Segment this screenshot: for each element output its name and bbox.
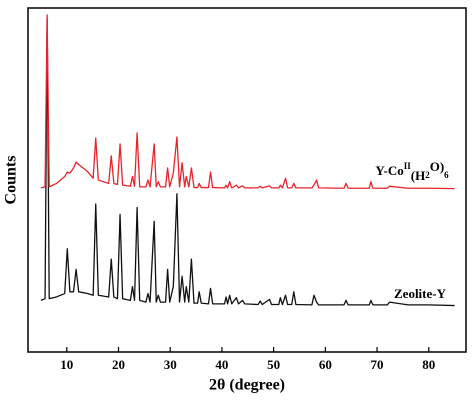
series-label-part: O) [430, 159, 444, 174]
x-tick-label: 40 [215, 357, 228, 372]
plot-frame [27, 7, 467, 353]
series-label-part: II [404, 161, 412, 171]
x-tick-label: 80 [422, 357, 435, 372]
x-tick-label: 20 [112, 357, 125, 372]
x-tick-label: 50 [267, 357, 280, 372]
series-label: Zeolite-Y [394, 286, 447, 301]
series-line [40, 17, 455, 307]
x-tick-label: 30 [164, 357, 177, 372]
series-label: Y-CoII(H2O)6 [375, 159, 449, 183]
series-label-part: 6 [444, 170, 449, 180]
series-label-part: Y-Co [375, 163, 403, 178]
y-axis-title: Counts [3, 156, 20, 205]
series-line [40, 14, 455, 190]
x-tick-label: 10 [60, 357, 73, 372]
x-tick-label: 60 [319, 357, 332, 372]
x-axis-title: 2θ (degree) [209, 377, 285, 394]
x-tick-label: 70 [371, 357, 384, 372]
series-label-part: 2 [425, 170, 430, 180]
series-label-part: (H [411, 168, 425, 183]
